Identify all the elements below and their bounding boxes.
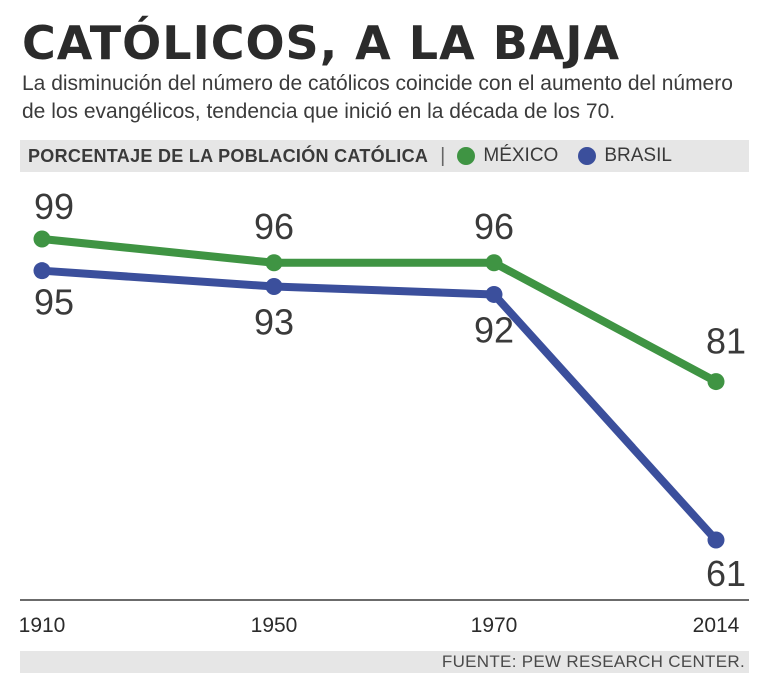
x-tick-label-1970: 1970	[471, 614, 518, 637]
legend-bar: PORCENTAJE DE LA POBLACIÓN CATÓLICA | MÉ…	[20, 140, 749, 172]
data-label-mxico-1970: 96	[474, 206, 514, 247]
legend-separator: |	[440, 144, 446, 167]
data-point-brasil-1950	[265, 278, 283, 296]
data-label-brasil-2014: 61	[706, 553, 746, 594]
source-bar: FUENTE: PEW RESEARCH CENTER.	[20, 651, 749, 673]
x-tick-label-1950: 1950	[251, 614, 298, 637]
subtitle: La disminución del número de católicos c…	[22, 72, 733, 123]
data-point-mxico-1910	[33, 230, 51, 248]
data-point-mxico-1970	[485, 254, 503, 272]
legend-item-brasil: BRASIL	[578, 145, 672, 167]
series-line-mxico	[38, 235, 720, 386]
page-title: CATÓLICOS, A LA BAJA	[22, 16, 621, 70]
data-label-brasil-1910: 95	[34, 282, 74, 323]
data-point-mxico-1950	[265, 254, 283, 272]
data-point-mxico-2014	[707, 373, 725, 391]
data-label-mxico-1950: 96	[254, 206, 294, 247]
series-line-brasil	[38, 266, 720, 544]
x-tick-label-1910: 1910	[19, 614, 66, 637]
source-text: FUENTE: PEW RESEARCH CENTER.	[441, 652, 745, 671]
x-tick-label-2014: 2014	[693, 614, 740, 637]
legend-item-mexico: MÉXICO	[457, 145, 558, 167]
data-label-mxico-1910: 99	[34, 186, 74, 227]
data-point-brasil-1970	[485, 285, 503, 303]
legend-label-mexico: MÉXICO	[483, 145, 559, 166]
data-label-mxico-2014: 81	[706, 321, 746, 362]
legend-label-brasil: BRASIL	[604, 145, 672, 166]
data-point-brasil-1910	[33, 262, 51, 280]
legend-title: PORCENTAJE DE LA POBLACIÓN CATÓLICA	[28, 145, 429, 166]
data-label-brasil-1950: 93	[254, 302, 294, 343]
data-label-brasil-1970: 92	[474, 309, 514, 350]
data-point-brasil-2014	[707, 531, 725, 549]
legend-dot-brasil	[578, 147, 597, 165]
legend-dot-mexico	[457, 147, 476, 165]
